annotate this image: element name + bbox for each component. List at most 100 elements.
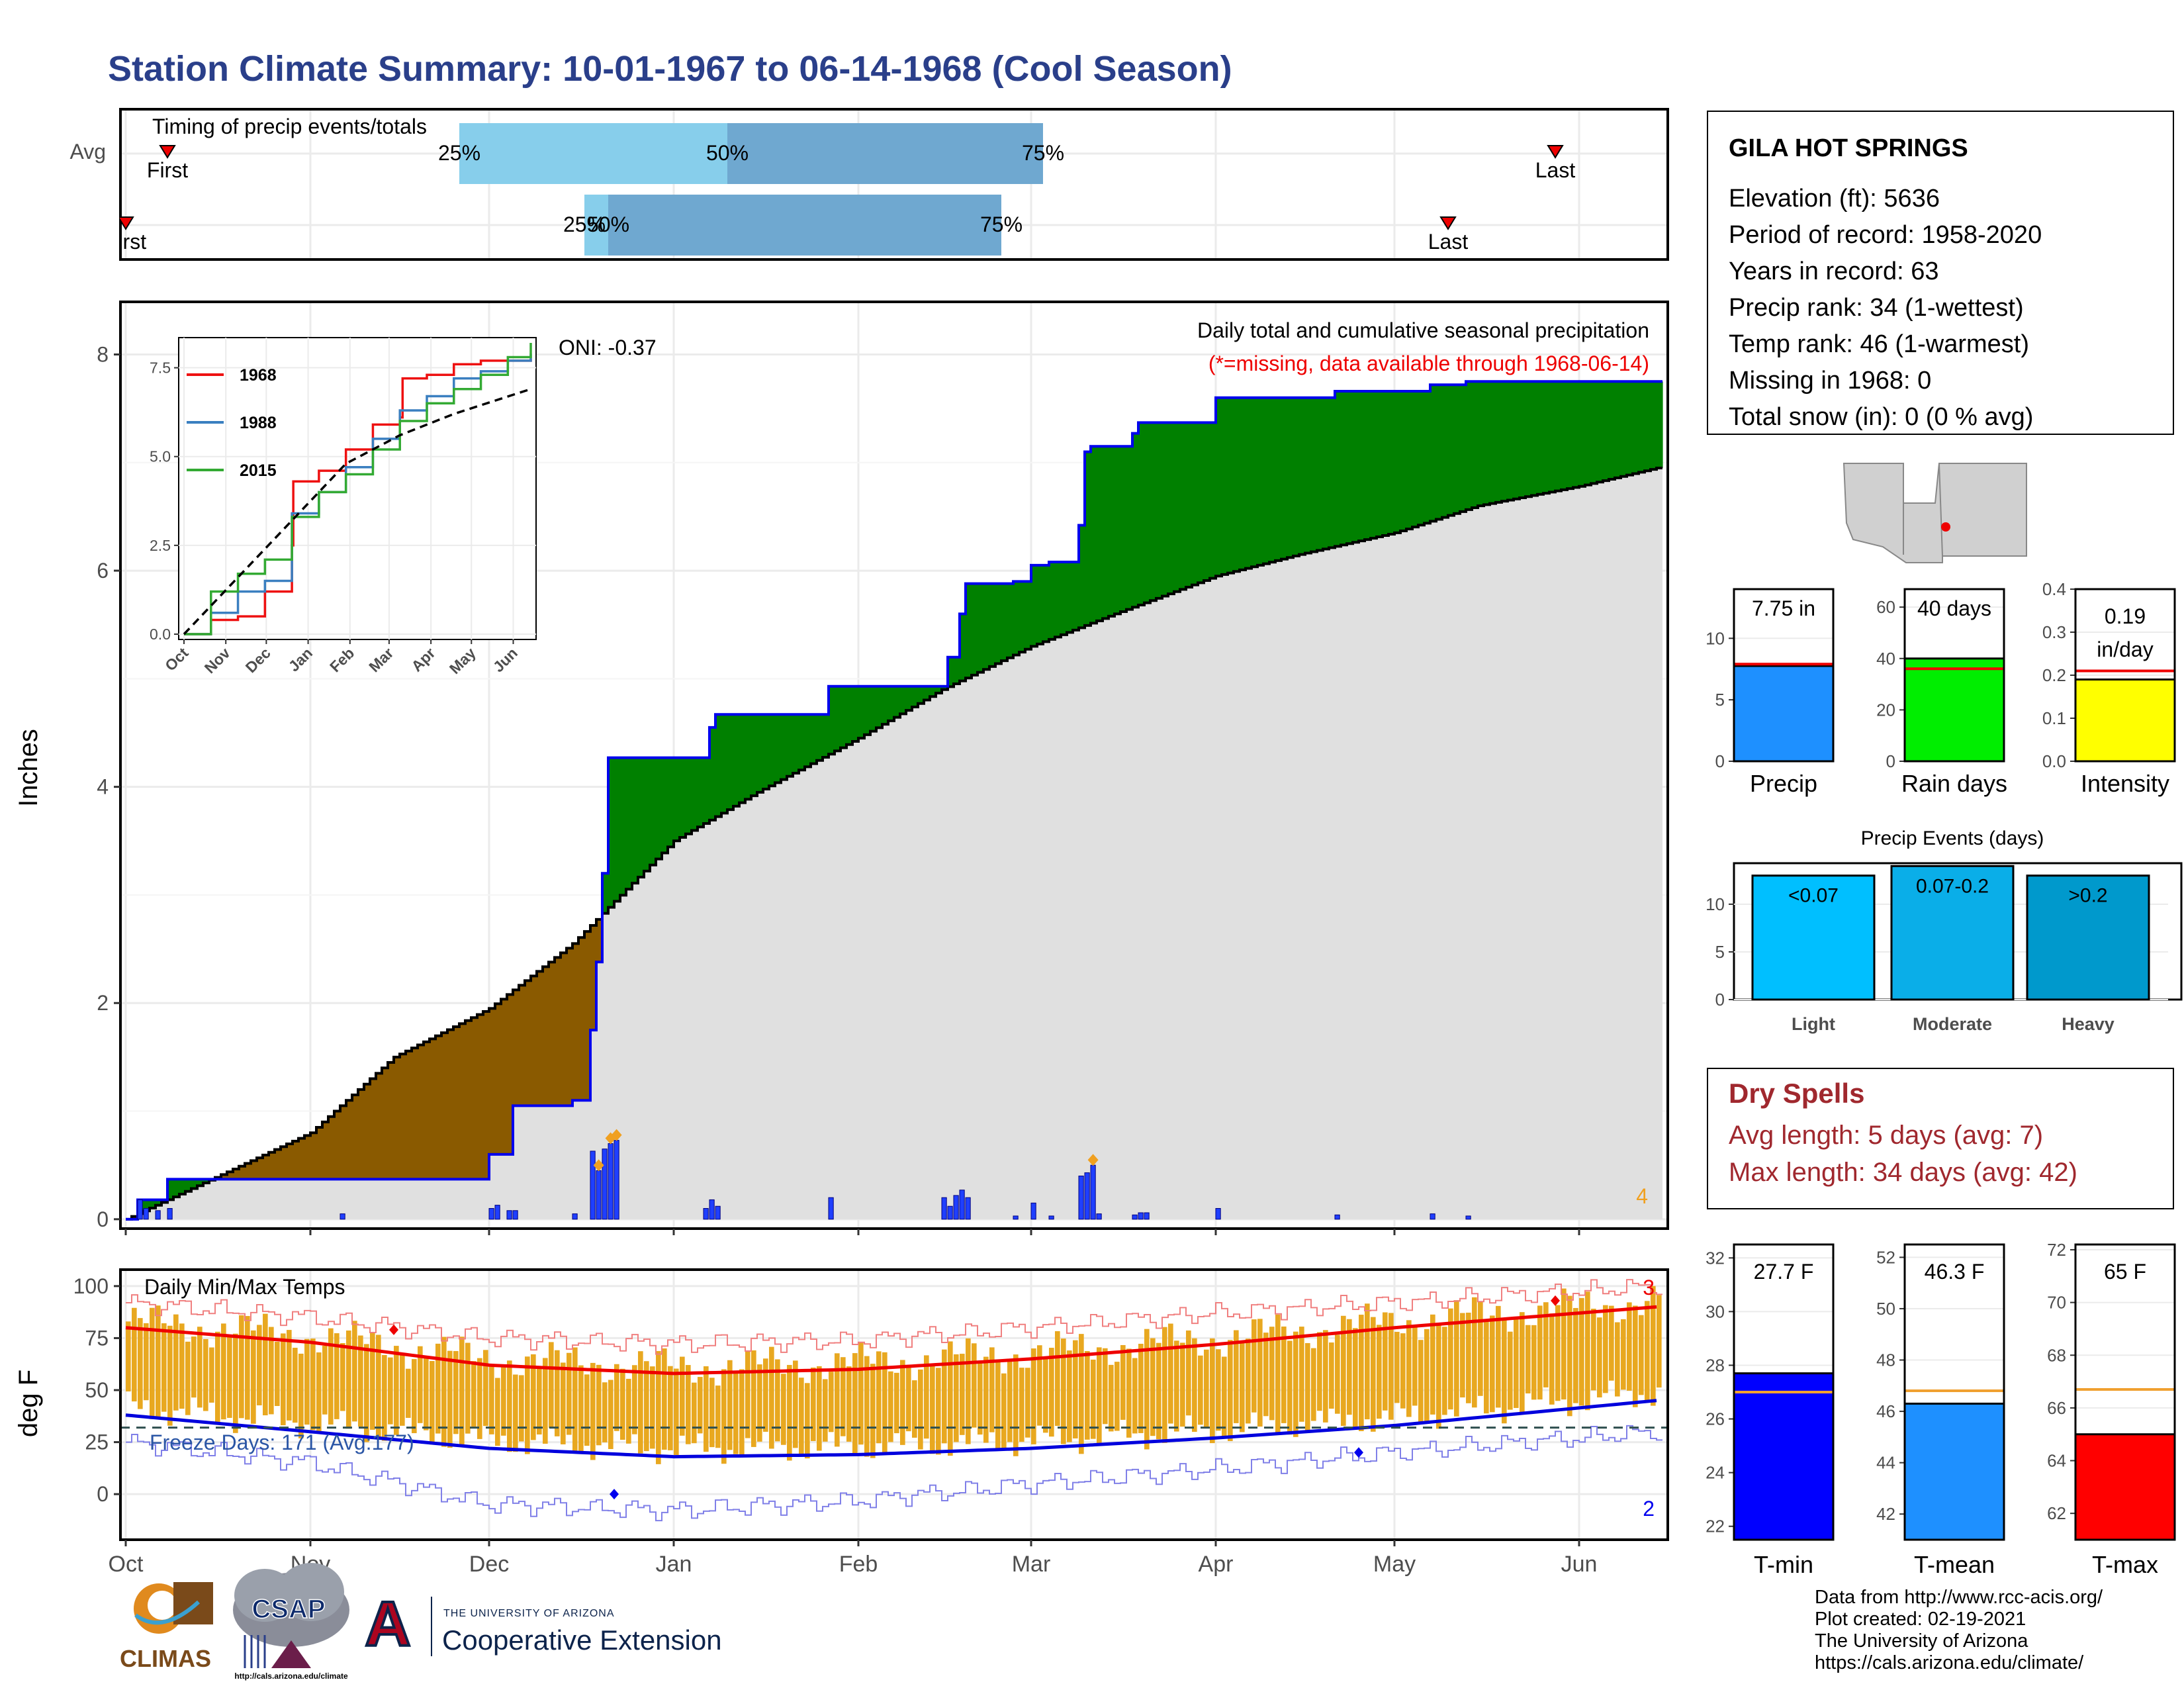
- daily-temp-bar: [918, 1369, 923, 1450]
- daily-temp-bar: [1537, 1305, 1543, 1400]
- daily-temp-bar: [537, 1366, 542, 1435]
- daily-temp-bar: [394, 1346, 399, 1435]
- below-average-fill: [513, 990, 520, 1106]
- daily-temp-bar: [567, 1352, 572, 1435]
- daily-temp-bar: [763, 1358, 768, 1432]
- above-average-fill: [1436, 385, 1443, 520]
- daily-temp-bar: [549, 1342, 554, 1428]
- above-average-fill: [1180, 422, 1187, 590]
- above-average-fill: [1317, 397, 1324, 551]
- daily-temp-bar: [1448, 1308, 1453, 1410]
- above-average-fill: [1073, 562, 1079, 630]
- daily-temp-bar: [572, 1347, 578, 1454]
- record-max-line: [126, 1279, 1662, 1355]
- below-average-fill: [483, 1011, 490, 1180]
- daily-precip-bar: [1465, 1215, 1471, 1220]
- heavy-precip-marker: [1087, 1154, 1099, 1166]
- above-average-fill: [918, 686, 925, 704]
- daily-precip-bar: [137, 1199, 143, 1220]
- above-average-fill: [1115, 446, 1121, 614]
- station-info-line: Period of record: 1958-2020: [1729, 221, 2042, 249]
- daily-temp-bar: [1400, 1333, 1406, 1409]
- above-average-fill: [614, 757, 621, 902]
- dry-spells-title: Dry Spells: [1729, 1078, 1864, 1109]
- daily-temp-bar: [1156, 1342, 1161, 1440]
- below-average-fill: [412, 1048, 418, 1180]
- daily-temp-bar: [912, 1380, 917, 1438]
- daily-temp-bar: [388, 1357, 393, 1425]
- daily-temp-bar: [1234, 1330, 1239, 1423]
- daily-temp-bar: [322, 1345, 328, 1415]
- above-average-fill: [715, 714, 722, 817]
- below-average-fill: [269, 1152, 275, 1180]
- timing-last-label: Last: [1535, 158, 1576, 182]
- above-average-fill: [1466, 381, 1473, 510]
- above-average-fill: [692, 757, 698, 831]
- daily-temp-bar: [1192, 1338, 1197, 1432]
- daily-temp-bar: [983, 1356, 989, 1443]
- below-average-fill: [394, 1056, 400, 1180]
- above-average-fill: [1371, 391, 1377, 539]
- below-average-fill: [459, 1023, 466, 1180]
- events-title: Precip Events (days): [1861, 827, 2044, 849]
- below-average-fill: [555, 957, 561, 1106]
- above-average-fill: [978, 583, 984, 673]
- above-average-fill: [1269, 397, 1276, 563]
- daily-temp-bar: [978, 1360, 983, 1435]
- above-average-fill: [1329, 397, 1336, 548]
- daily-temp-bar: [852, 1353, 858, 1456]
- below-average-fill: [435, 1035, 442, 1180]
- precip-events-chart: Precip Events (days) 0 5 10 <0.07 Light 0.07-…: [1706, 827, 2183, 1034]
- daily-temp-bar: [1418, 1340, 1424, 1423]
- temp-summary-ytick-label: 62: [2047, 1503, 2066, 1523]
- temp-summary-ytick-label: 24: [1706, 1463, 1725, 1483]
- precip-ytick-label: 2: [97, 991, 109, 1015]
- below-average-fill: [525, 980, 531, 1106]
- daily-temp-bar: [590, 1362, 596, 1460]
- daily-temp-bar: [555, 1350, 560, 1436]
- above-average-fill: [1097, 446, 1103, 621]
- temp-summary-ytick-label: 52: [1876, 1247, 1895, 1267]
- daily-precip-bar: [941, 1197, 947, 1220]
- above-average-fill: [846, 686, 853, 745]
- above-average-fill: [745, 714, 752, 800]
- daily-temp-bar: [173, 1314, 179, 1411]
- daily-temp-bar: [626, 1378, 631, 1444]
- timing-label-75: 75%: [980, 212, 1023, 236]
- summary-ytick-label: 0.2: [2042, 665, 2066, 685]
- summary-ytick-label: 60: [1876, 597, 1895, 617]
- above-average-fill: [739, 714, 746, 803]
- below-average-fill: [281, 1147, 287, 1180]
- below-average-fill: [328, 1116, 335, 1180]
- daily-temp-bar: [1430, 1314, 1435, 1415]
- above-average-fill: [1400, 391, 1407, 532]
- inset-ytick-label: 5.0: [150, 448, 171, 465]
- below-average-fill: [310, 1133, 317, 1180]
- below-average-fill: [322, 1121, 329, 1180]
- daily-precip-bar: [947, 1205, 953, 1220]
- timing-last-marker: [1439, 216, 1457, 230]
- timing-title: Timing of precip events/totals: [152, 115, 427, 138]
- daily-temp-bar: [1311, 1348, 1316, 1421]
- above-average-fill: [954, 657, 960, 684]
- daily-temp-bar: [263, 1313, 268, 1416]
- below-average-fill: [227, 1172, 234, 1180]
- daily-temp-bar: [245, 1316, 250, 1420]
- temp-title: Daily Min/Max Temps: [144, 1275, 345, 1299]
- below-average-fill: [221, 1174, 228, 1180]
- daily-precip-bar: [1430, 1213, 1435, 1220]
- ua-logo: A THE UNIVERSITY OF ARIZONA Cooperative …: [361, 1587, 722, 1661]
- above-average-fill: [894, 686, 901, 718]
- summary-value-label: 40 days: [1917, 596, 1991, 620]
- below-average-fill: [447, 1029, 454, 1180]
- temp-summary-ytick-label: 22: [1706, 1517, 1725, 1536]
- temp-summary-axis-label: T-min: [1754, 1551, 1813, 1578]
- above-average-fill: [1484, 381, 1490, 505]
- daily-temp-bar: [1377, 1325, 1382, 1419]
- daily-temp-bar: [1067, 1350, 1072, 1442]
- above-average-fill: [1061, 562, 1068, 635]
- daily-temp-bar: [888, 1371, 893, 1442]
- daily-temp-bar: [894, 1372, 899, 1434]
- month-tick-label: Jun: [1561, 1552, 1598, 1577]
